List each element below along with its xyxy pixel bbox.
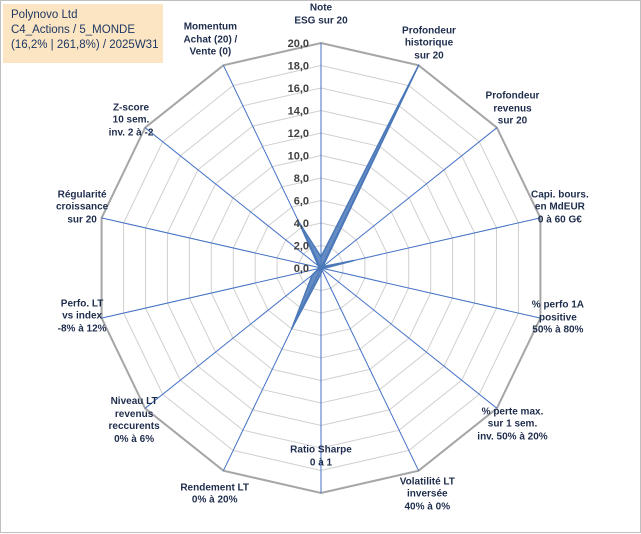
radar-tick-label: 8,0	[294, 173, 309, 185]
radar-tick-label: 2,0	[294, 241, 309, 253]
radar-axis-label-line: Profondeur	[486, 90, 540, 103]
radar-axis-label-line: 50% à 80%	[532, 324, 584, 337]
radar-axis-label-line: Vente (0)	[183, 47, 237, 60]
radar-axis-label-line: Achat (20) /	[183, 34, 237, 47]
radar-axis-label-line: % perte max.	[477, 406, 547, 419]
radar-tick-label: 10,0	[288, 151, 309, 163]
radar-axis-label-line: Niveau LT	[109, 396, 160, 409]
radar-axis-label-line: reccurents	[109, 421, 160, 434]
radar-tick-label: 4,0	[294, 218, 309, 230]
radar-tick-label: 0,0	[294, 263, 309, 275]
radar-series-area	[292, 65, 419, 329]
radar-axis-label-line: Rendement LT	[180, 482, 249, 495]
radar-axis-label-line: revenus	[486, 103, 540, 116]
radar-axis-label-line: 0 à 60 G€	[531, 214, 589, 227]
radar-axis-label-line: sur 20	[486, 115, 540, 128]
radar-axis-label-line: Profondeur	[402, 25, 456, 38]
radar-axis-label-line: sur 20	[56, 214, 108, 227]
radar-axis-label-line: historique	[402, 37, 456, 50]
radar-tick-label: 18,0	[288, 61, 309, 73]
radar-axis-label-line: sur 20	[402, 50, 456, 63]
radar-axis-label-line: 0 à 1	[290, 457, 352, 470]
radar-axis-label-line: inv. 2 à -2	[109, 127, 154, 140]
radar-axis-label-line: 0% à 6%	[109, 434, 160, 447]
radar-axis-label-line: Momentum	[183, 22, 237, 35]
radar-axis-label-line: Perfo. LT	[58, 298, 107, 311]
radar-tick-label: 14,0	[288, 106, 309, 118]
radar-axis-label-line: Ratio Sharpe	[290, 445, 352, 458]
radar-axis-label-line: 0% à 20%	[180, 495, 249, 508]
radar-tick-label: 12,0	[288, 128, 309, 140]
radar-axis-label-line: 40% à 0%	[400, 501, 455, 514]
radar-axis-label-line: sur 1 sem.	[477, 419, 547, 432]
radar-axis-label-line: 10 sem.	[109, 114, 154, 127]
radar-axis-label-line: inversée	[400, 488, 455, 501]
radar-tick-label: 6,0	[294, 196, 309, 208]
radar-axis-label-line: ESG sur 20	[294, 15, 347, 28]
radar-spoke	[321, 268, 497, 408]
radar-axis-label-line: positive	[532, 312, 584, 325]
radar-axis-label-line: Z-score	[109, 102, 154, 115]
radar-spoke	[145, 268, 321, 408]
radar-axis-label-line: Capi. bours.	[531, 189, 589, 202]
radar-axis-label: % perte max.sur 1 sem.inv. 50% à 20%	[477, 406, 547, 444]
radar-tick-label: 16,0	[288, 83, 309, 95]
radar-spoke	[321, 128, 497, 268]
radar-tick-label: 20,0	[288, 38, 309, 50]
radar-axis-label-line: % perfo 1A	[532, 299, 584, 312]
radar-axis-label-line: Note	[294, 3, 347, 16]
radar-axis-label-line: inv. 50% à 20%	[477, 431, 547, 444]
radar-axis-label-line: croissance	[56, 201, 108, 214]
radar-axis-label-line: Régularité	[56, 189, 108, 202]
radar-axis-label-line: Volatilité LT	[400, 476, 455, 489]
radar-axis-label-line: -8% à 12%	[58, 323, 107, 336]
radar-axis-label-line: en MdEUR	[531, 201, 589, 214]
radar-axis-label-line: revenus	[109, 409, 160, 422]
radar-axis-label-line: vs index	[58, 310, 107, 323]
